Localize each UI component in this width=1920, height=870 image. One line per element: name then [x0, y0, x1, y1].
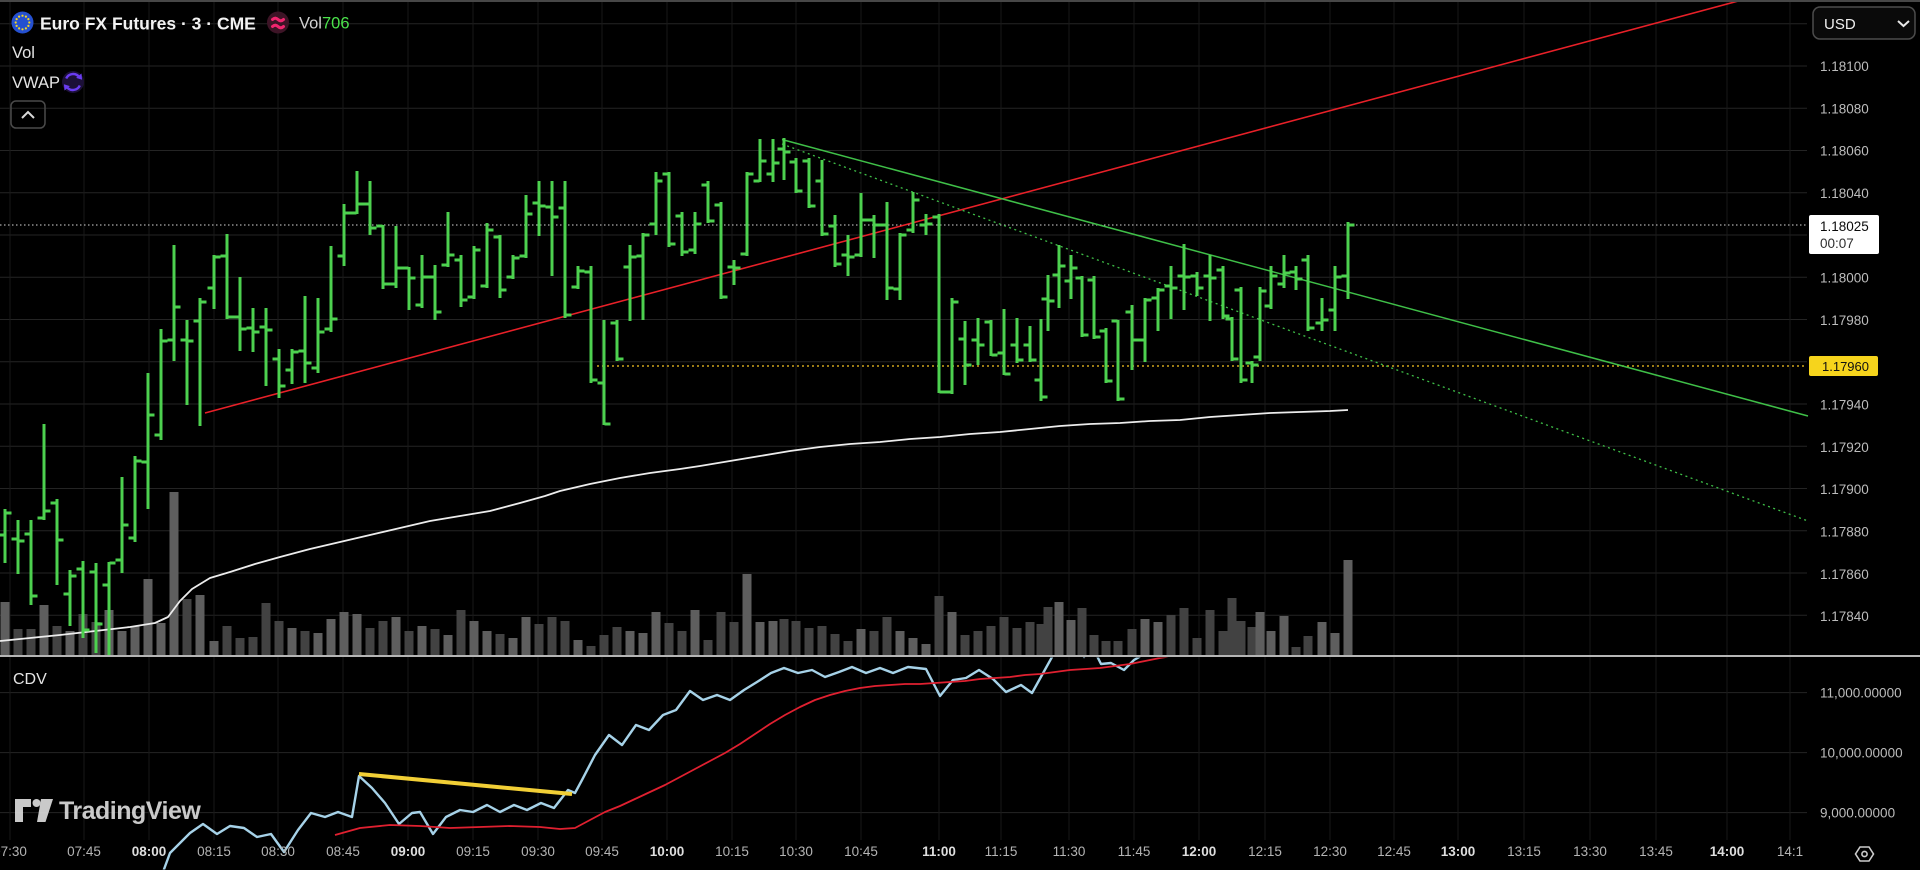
svg-text:08:15: 08:15: [197, 844, 231, 859]
svg-text:1.18040: 1.18040: [1820, 186, 1869, 201]
svg-text:1.17880: 1.17880: [1820, 525, 1869, 540]
svg-text:10:00: 10:00: [650, 844, 685, 859]
svg-text:08:00: 08:00: [132, 844, 167, 859]
svg-text:10:15: 10:15: [715, 844, 749, 859]
svg-text:13:45: 13:45: [1639, 844, 1673, 859]
svg-text:11:00: 11:00: [922, 844, 956, 859]
svg-text:1.18000: 1.18000: [1820, 271, 1869, 286]
svg-text:1.17860: 1.17860: [1820, 567, 1869, 582]
svg-text:TradingView: TradingView: [59, 797, 201, 825]
svg-text:10,000.00000: 10,000.00000: [1820, 746, 1903, 761]
svg-text:706: 706: [322, 15, 350, 33]
svg-text:09:45: 09:45: [585, 844, 619, 859]
svg-text:11:15: 11:15: [985, 844, 1018, 859]
svg-text:Euro FX Futures · 3 · CME: Euro FX Futures · 3 · CME: [40, 14, 256, 34]
svg-text:08:30: 08:30: [261, 844, 295, 859]
svg-text:Vol: Vol: [299, 15, 322, 33]
svg-text:1.17960: 1.17960: [1822, 359, 1869, 374]
svg-text:12:45: 12:45: [1377, 844, 1411, 859]
svg-text:1.18080: 1.18080: [1820, 101, 1869, 116]
svg-text:10:45: 10:45: [844, 844, 878, 859]
svg-text:1.17920: 1.17920: [1820, 440, 1869, 455]
svg-text:14:00: 14:00: [1710, 844, 1745, 859]
svg-text:09:00: 09:00: [391, 844, 426, 859]
svg-text:1.18025: 1.18025: [1820, 219, 1869, 234]
svg-text:9,000.00000: 9,000.00000: [1820, 806, 1895, 821]
svg-text:12:15: 12:15: [1248, 844, 1282, 859]
svg-text:1.17840: 1.17840: [1820, 609, 1869, 624]
svg-text:1.18100: 1.18100: [1820, 59, 1869, 74]
svg-text:11,000.00000: 11,000.00000: [1820, 686, 1902, 701]
svg-text:CDV: CDV: [13, 671, 47, 688]
svg-text:07:30: 07:30: [0, 844, 27, 859]
svg-text:VWAP: VWAP: [12, 74, 60, 92]
svg-text:1.17940: 1.17940: [1820, 398, 1869, 413]
svg-text:14:1: 14:1: [1777, 844, 1803, 859]
svg-text:1.17900: 1.17900: [1820, 482, 1869, 497]
svg-text:USD: USD: [1824, 16, 1856, 33]
svg-text:07:45: 07:45: [67, 844, 101, 859]
svg-text:11:45: 11:45: [1118, 844, 1151, 859]
svg-text:13:00: 13:00: [1441, 844, 1476, 859]
svg-text:00:07: 00:07: [1820, 236, 1854, 251]
svg-text:Vol: Vol: [12, 44, 35, 62]
svg-text:13:30: 13:30: [1573, 844, 1607, 859]
svg-text:13:15: 13:15: [1507, 844, 1541, 859]
svg-text:08:45: 08:45: [326, 844, 360, 859]
svg-text:12:30: 12:30: [1313, 844, 1347, 859]
svg-text:11:30: 11:30: [1053, 844, 1086, 859]
svg-text:1.18060: 1.18060: [1820, 144, 1869, 159]
svg-text:1.17980: 1.17980: [1820, 313, 1869, 328]
svg-text:12:00: 12:00: [1182, 844, 1217, 859]
svg-text:09:15: 09:15: [456, 844, 490, 859]
svg-text:09:30: 09:30: [521, 844, 555, 859]
svg-text:10:30: 10:30: [779, 844, 813, 859]
